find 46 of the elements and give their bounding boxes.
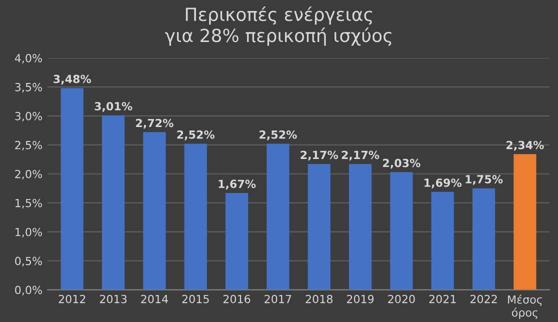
y-tick-label: 0,5%: [15, 256, 42, 266]
x-tick-label: 2022: [470, 294, 497, 304]
chart-title: Περικοπές ενέργειας για 28% περικοπή ισχύος: [165, 6, 392, 46]
x-tick-label: 2012: [58, 294, 86, 304]
data-label: 2,03%: [383, 158, 420, 169]
data-label: 2,17%: [342, 150, 380, 161]
data-label: 1,67%: [218, 180, 256, 190]
x-tick-label: Μέσος όρος: [508, 294, 542, 319]
bar: [225, 193, 248, 290]
x-tick-label: 2014: [141, 294, 168, 304]
x-tick-label: 2018: [306, 294, 332, 304]
y-tick-label: 2,5%: [15, 140, 42, 150]
bar: [266, 144, 290, 290]
x-tick-label: 2019: [346, 294, 374, 304]
bar: [390, 172, 413, 290]
data-label: 2,34%: [506, 140, 544, 151]
x-tick-label: 2015: [182, 294, 209, 304]
x-tick-label: 2016: [223, 294, 250, 304]
bar: [184, 144, 207, 290]
y-tick-label: 3,0%: [15, 112, 42, 122]
data-label: 2,52%: [177, 130, 215, 140]
data-label: 3,48%: [54, 74, 92, 85]
x-tick-label: 2020: [388, 294, 415, 304]
y-tick-label: 4,0%: [14, 54, 42, 64]
data-label: 2,52%: [260, 130, 297, 140]
data-label: 1,75%: [466, 175, 503, 185]
data-label: 3,01%: [94, 102, 132, 112]
data-label: 2,17%: [300, 150, 338, 161]
y-tick-label: 1,0%: [16, 228, 42, 238]
bar: [472, 188, 496, 290]
y-tick-label: 0,0%: [15, 286, 42, 296]
bar: [348, 164, 372, 290]
bar: [60, 88, 84, 290]
x-tick-label: 2021: [429, 294, 456, 304]
data-label: 2,72%: [136, 118, 174, 129]
bar: [102, 115, 125, 290]
bar: [143, 132, 166, 290]
y-tick-label: 3,5%: [15, 82, 42, 92]
bar: [431, 192, 454, 290]
y-tick-label: 1,5%: [16, 198, 42, 208]
x-tick-label: 2017: [264, 294, 292, 304]
data-label: 1,69%: [424, 178, 462, 188]
x-tick-label: 2013: [100, 294, 127, 304]
bar: [514, 154, 536, 290]
y-tick-label: 2,0%: [15, 170, 42, 180]
bar: [308, 164, 330, 290]
